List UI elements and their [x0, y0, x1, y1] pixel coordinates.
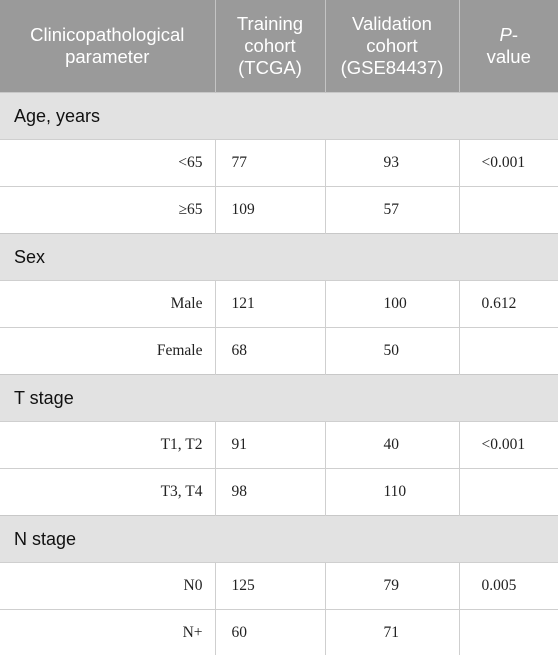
header-validation-line1: Validation — [352, 13, 432, 34]
row-label: Female — [0, 328, 215, 375]
section-row-n-stage: N stage — [0, 516, 558, 563]
p-value: <0.001 — [459, 140, 558, 187]
p-value — [459, 187, 558, 234]
training-value: 125 — [215, 563, 325, 610]
header-training-line1: Training — [237, 13, 303, 34]
validation-value: 71 — [325, 610, 459, 655]
header-row: Clinicopathological parameter Training c… — [0, 0, 558, 93]
header-pvalue-dash: - — [512, 24, 518, 45]
section-title: Sex — [0, 234, 558, 281]
header-validation-line2: cohort — [366, 35, 417, 56]
row-label: N0 — [0, 563, 215, 610]
header-pvalue-p: P — [499, 24, 511, 45]
table-row: T3, T4 98 110 — [0, 469, 558, 516]
header-validation: Validation cohort (GSE84437) — [325, 0, 459, 93]
table-row: T1, T2 91 40 <0.001 — [0, 422, 558, 469]
section-title: T stage — [0, 375, 558, 422]
header-parameter-line2: parameter — [65, 46, 149, 67]
row-label: <65 — [0, 140, 215, 187]
table-row: ≥65 109 57 — [0, 187, 558, 234]
validation-value: 50 — [325, 328, 459, 375]
training-value: 68 — [215, 328, 325, 375]
p-value — [459, 610, 558, 655]
training-value: 109 — [215, 187, 325, 234]
section-row-t-stage: T stage — [0, 375, 558, 422]
table-row: Female 68 50 — [0, 328, 558, 375]
training-value: 60 — [215, 610, 325, 655]
row-label: Male — [0, 281, 215, 328]
header-training-line2: cohort — [244, 35, 295, 56]
table-row: N+ 60 71 — [0, 610, 558, 655]
validation-value: 100 — [325, 281, 459, 328]
table-row: <65 77 93 <0.001 — [0, 140, 558, 187]
header-training: Training cohort (TCGA) — [215, 0, 325, 93]
header-training-line3: (TCGA) — [238, 57, 302, 78]
training-value: 77 — [215, 140, 325, 187]
row-label: T3, T4 — [0, 469, 215, 516]
section-title: N stage — [0, 516, 558, 563]
validation-value: 79 — [325, 563, 459, 610]
row-label: ≥65 — [0, 187, 215, 234]
p-value: 0.612 — [459, 281, 558, 328]
row-label: T1, T2 — [0, 422, 215, 469]
training-value: 98 — [215, 469, 325, 516]
header-parameter: Clinicopathological parameter — [0, 0, 215, 93]
p-value — [459, 469, 558, 516]
training-value: 121 — [215, 281, 325, 328]
header-parameter-line1: Clinicopathological — [30, 24, 184, 45]
p-value — [459, 328, 558, 375]
validation-value: 57 — [325, 187, 459, 234]
validation-value: 40 — [325, 422, 459, 469]
header-pvalue-line2: value — [487, 46, 531, 67]
section-row-sex: Sex — [0, 234, 558, 281]
header-validation-line3: (GSE84437) — [341, 57, 444, 78]
validation-value: 110 — [325, 469, 459, 516]
section-title: Age, years — [0, 93, 558, 140]
table-row: Male 121 100 0.612 — [0, 281, 558, 328]
p-value: <0.001 — [459, 422, 558, 469]
header-pvalue: P- value — [459, 0, 558, 93]
training-value: 91 — [215, 422, 325, 469]
row-label: N+ — [0, 610, 215, 655]
validation-value: 93 — [325, 140, 459, 187]
section-row-age: Age, years — [0, 93, 558, 140]
p-value: 0.005 — [459, 563, 558, 610]
table-row: N0 125 79 0.005 — [0, 563, 558, 610]
